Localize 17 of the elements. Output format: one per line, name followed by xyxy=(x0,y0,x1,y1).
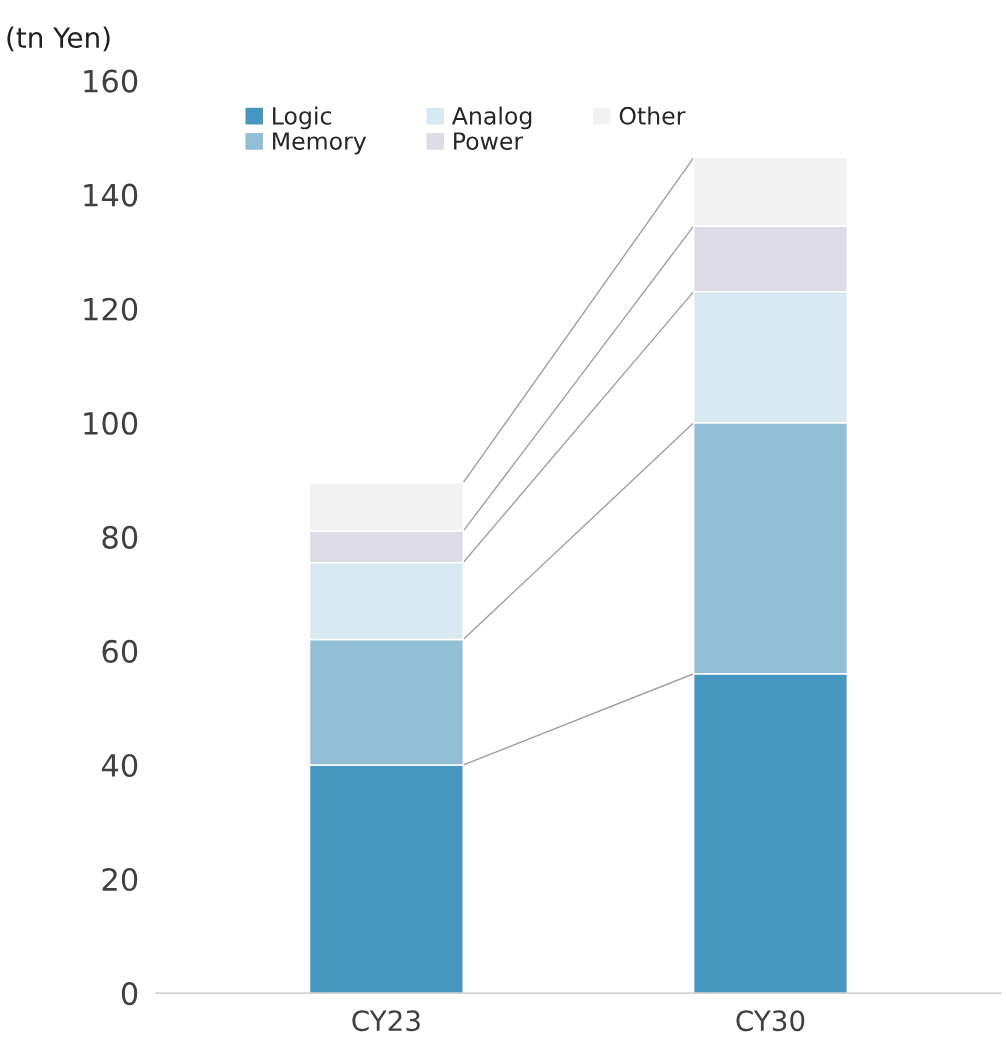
x-tick-label: CY30 xyxy=(736,1010,805,1032)
y-tick-label: 160 xyxy=(84,69,138,93)
y-axis-title: (tn Yen) xyxy=(7,26,110,52)
y-tick-label: 80 xyxy=(102,525,138,549)
y-tick-label: 100 xyxy=(84,411,138,435)
y-tick-label: 20 xyxy=(102,867,138,892)
legend-label: Other xyxy=(619,106,686,125)
y-tick-label: 0 xyxy=(121,982,138,1006)
y-tick-label: 140 xyxy=(84,183,138,207)
y-tick-label: 60 xyxy=(102,639,138,663)
legend-label: Memory xyxy=(273,132,367,155)
y-tick-label: 120 xyxy=(84,297,138,321)
legend-label: Logic xyxy=(273,106,332,130)
legend-label: Power xyxy=(454,132,524,150)
y-tick-label: 40 xyxy=(101,753,138,778)
x-tick-label: CY23 xyxy=(352,1010,420,1032)
legend-label: Analog xyxy=(451,106,532,130)
